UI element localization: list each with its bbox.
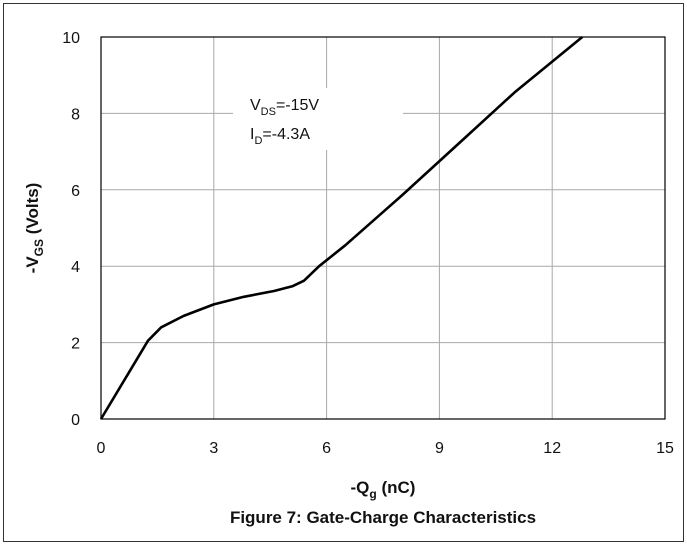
y-axis-label: -VGS (Volts) [23, 183, 46, 274]
y-tick-label: 2 [71, 336, 80, 353]
y-tick-label: 4 [71, 259, 80, 276]
x-tick-label: 0 [97, 440, 106, 457]
y-tick-label: 6 [71, 183, 80, 200]
figure-caption: Figure 7: Gate-Charge Characteristics [230, 508, 536, 527]
x-tick-label: 3 [209, 440, 218, 457]
x-tick-label: 12 [543, 440, 561, 457]
annotation-vds: VDS=-15V [250, 97, 319, 118]
vgs-curve [99, 35, 584, 420]
tick-labels: 0 3 6 9 12 15 0 2 4 6 8 10 [62, 30, 674, 457]
y-tick-label: 10 [62, 30, 80, 47]
y-tick-label: 8 [71, 106, 80, 123]
x-tick-label: 9 [435, 440, 444, 457]
plot-area [100, 36, 666, 420]
annotation-id: ID=-4.3A [250, 126, 310, 147]
x-axis-label: -Qg (nC) [351, 478, 416, 501]
x-tick-label: 15 [656, 440, 674, 457]
x-tick-label: 6 [322, 440, 331, 457]
annotation-background [233, 88, 403, 150]
y-tick-label: 0 [71, 412, 80, 429]
